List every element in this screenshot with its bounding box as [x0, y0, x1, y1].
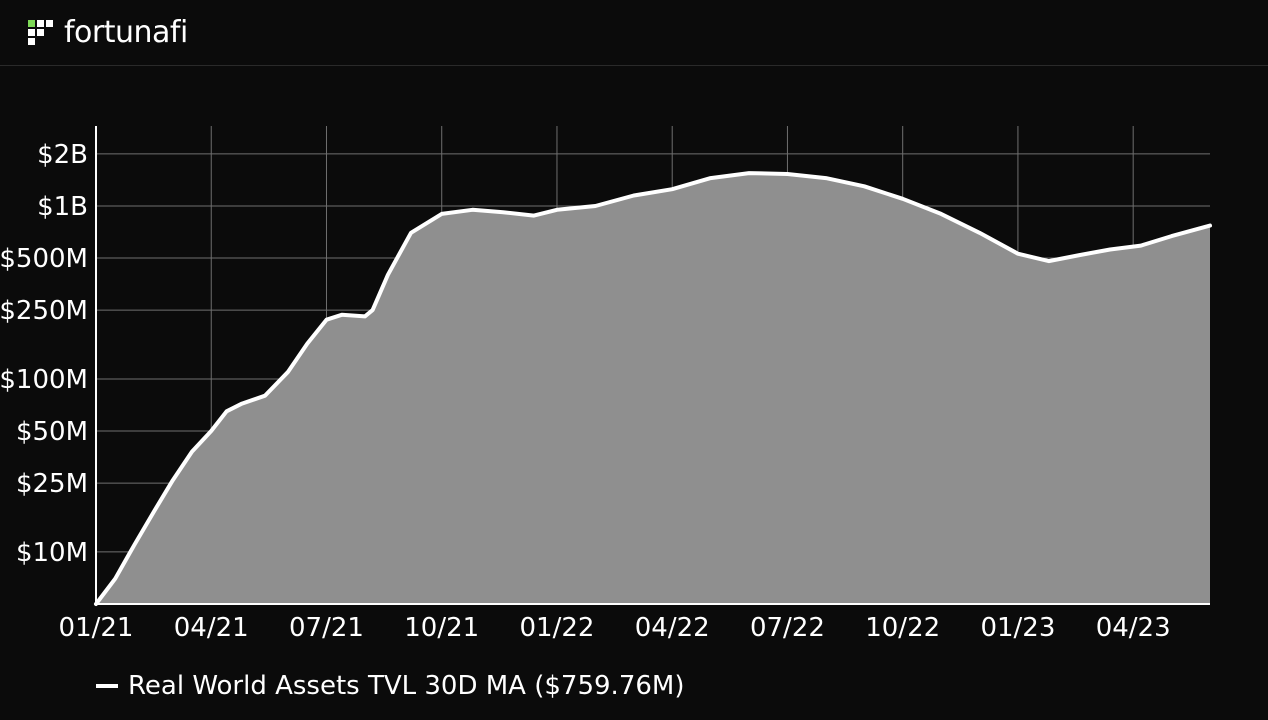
legend-line-icon [96, 684, 118, 688]
svg-text:01/23: 01/23 [980, 613, 1055, 643]
svg-text:10/22: 10/22 [865, 613, 940, 643]
fortunafi-icon [28, 20, 54, 46]
svg-text:$1B: $1B [37, 192, 88, 222]
svg-text:07/22: 07/22 [750, 613, 825, 643]
brand-name: fortunafi [64, 15, 188, 50]
chart-legend: Real World Assets TVL 30D MA ($759.76M) [96, 671, 684, 701]
svg-text:$2B: $2B [37, 140, 88, 170]
svg-text:$100M: $100M [0, 365, 88, 395]
svg-text:01/22: 01/22 [519, 613, 594, 643]
svg-text:04/22: 04/22 [635, 613, 710, 643]
svg-text:04/23: 04/23 [1096, 613, 1171, 643]
svg-text:10/21: 10/21 [404, 613, 479, 643]
tvl-chart: $10M $25M $50M $100M $250M $500M $1B $2B 01/21 04… [0, 66, 1268, 720]
header: fortunafi [0, 0, 1268, 66]
svg-text:$250M: $250M [0, 296, 88, 326]
svg-text:$500M: $500M [0, 244, 88, 274]
svg-text:04/21: 04/21 [174, 613, 249, 643]
svg-text:$10M: $10M [16, 538, 88, 568]
legend-label: Real World Assets TVL 30D MA ($759.76M) [128, 671, 684, 701]
brand-logo: fortunafi [28, 15, 188, 50]
svg-text:$25M: $25M [16, 469, 88, 499]
svg-text:01/21: 01/21 [59, 613, 134, 643]
svg-text:$50M: $50M [16, 417, 88, 447]
tvl-chart-svg: $10M $25M $50M $100M $250M $500M $1B $2B 01/21 04… [0, 66, 1268, 720]
svg-text:07/21: 07/21 [289, 613, 364, 643]
